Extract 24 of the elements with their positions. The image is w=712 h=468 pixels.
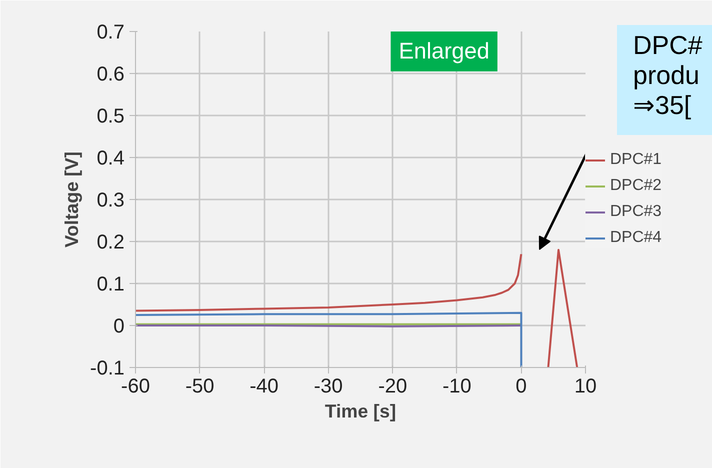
- y-tick-label: 0.6: [96, 64, 125, 86]
- y-tick-label: 0.5: [96, 106, 125, 128]
- line-series: [136, 312, 522, 368]
- y-tick-label: 0.7: [96, 22, 125, 44]
- x-axis-title: Time [s]: [324, 400, 396, 422]
- y-tick-label: 0.3: [96, 190, 125, 212]
- x-tick-label: 10: [574, 376, 597, 398]
- x-tick-label: -40: [250, 376, 279, 398]
- y-axis-title: Voltage [V]: [61, 151, 82, 248]
- legend-label: DPC#4: [610, 229, 662, 247]
- y-tick-label: 0.4: [96, 148, 125, 170]
- y-tick-label: 0: [113, 316, 124, 338]
- legend-label: DPC#1: [610, 151, 662, 169]
- legend-label: DPC#3: [610, 203, 662, 221]
- annotation: Enlarged: [398, 37, 490, 64]
- legend-label: DPC#2: [610, 177, 662, 195]
- x-tick-label: -50: [185, 376, 214, 398]
- x-tick-label: 0: [516, 376, 527, 398]
- x-tick-label: -30: [314, 376, 343, 398]
- x-tick-label: -20: [378, 376, 408, 398]
- y-tick-label: 0.2: [96, 232, 125, 254]
- y-tick-label: 0.1: [96, 274, 125, 296]
- x-tick-label: -10: [442, 376, 472, 398]
- text: DPC# produ ⇒35[: [633, 30, 702, 121]
